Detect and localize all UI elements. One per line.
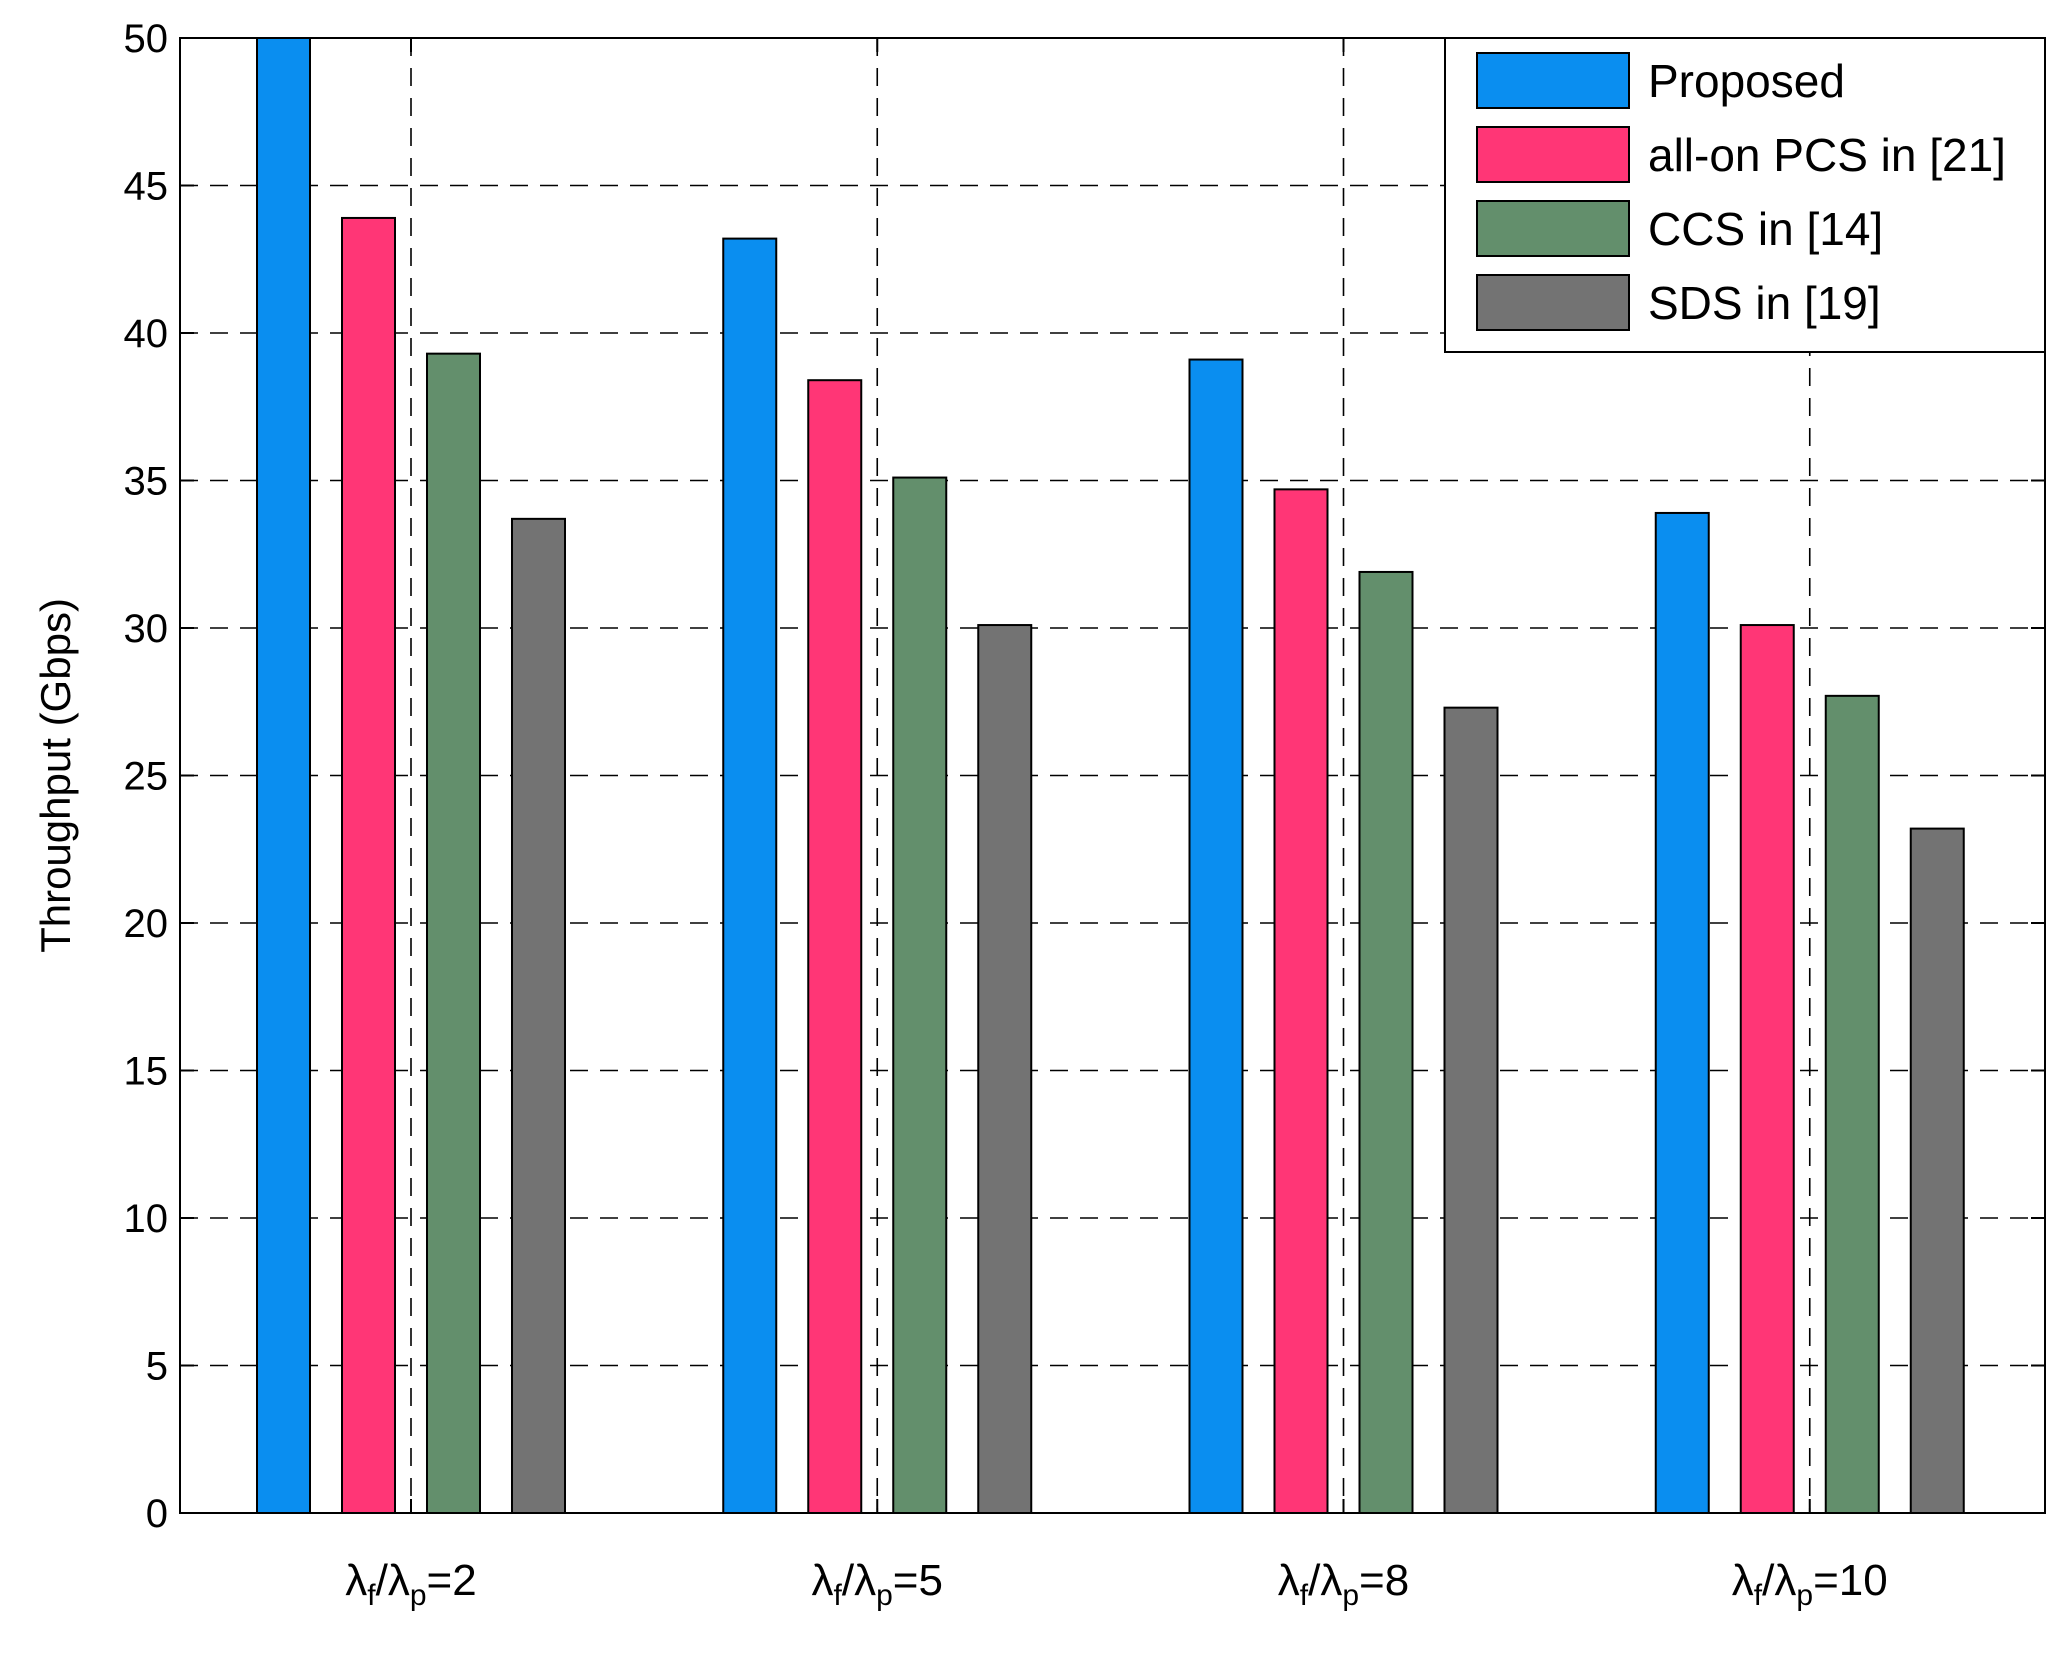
x-category-label-lead: λ <box>345 1556 367 1605</box>
y-tick-label: 15 <box>124 1050 169 1094</box>
legend-label: CCS in [14] <box>1648 203 1883 255</box>
x-category-label-sub1: f <box>1754 1579 1763 1612</box>
legend: Proposed all-on PCS in [21] CCS in [14] SDS… <box>1444 37 2046 353</box>
x-category-label-sub1: f <box>1300 1579 1309 1612</box>
y-tick-label: 50 <box>124 17 169 61</box>
bar-ccs-in-14--3 <box>1824 694 1880 1514</box>
x-category-label-sub2: p <box>876 1579 893 1612</box>
legend-swatch <box>1476 52 1630 109</box>
x-category-label-tail: =2 <box>427 1556 477 1605</box>
x-category-label-mid: /λ <box>376 1556 410 1605</box>
x-category-label: λf/λp=2 <box>345 1556 476 1612</box>
x-category-label: λf/λp=5 <box>812 1556 943 1612</box>
x-category-label-lead: λ <box>812 1556 834 1605</box>
bar-proposed-3 <box>1654 511 1710 1514</box>
legend-swatch <box>1476 274 1630 331</box>
bar-all-on-pcs-in-21--3 <box>1739 624 1795 1514</box>
bar-all-on-pcs-in-21--0 <box>341 216 396 1515</box>
x-category-label-sub2: p <box>1342 1579 1359 1612</box>
y-tick-label: 20 <box>124 902 169 946</box>
x-category-label-tail: =8 <box>1359 1556 1409 1605</box>
x-category-label: λf/λp=10 <box>1732 1556 1888 1612</box>
bar-ccs-in-14--1 <box>892 476 948 1514</box>
bar-sds-in-19--1 <box>977 624 1033 1514</box>
legend-swatch <box>1476 126 1630 183</box>
x-category-label-sub1: f <box>834 1579 843 1612</box>
bars <box>256 37 1965 1515</box>
x-category-label-tail: =10 <box>1813 1556 1888 1605</box>
x-category-label-sub2: p <box>1796 1579 1813 1612</box>
y-tick-label: 10 <box>124 1197 169 1241</box>
bar-sds-in-19--3 <box>1909 827 1965 1514</box>
y-tick-label: 25 <box>124 755 169 799</box>
y-tick-label: 0 <box>146 1492 168 1536</box>
bar-sds-in-19--2 <box>1443 706 1499 1514</box>
x-axis-category-labels: λf/λp=2 λf/λp=5 λf/λp=8 λf/λp=10 <box>345 1556 1887 1612</box>
x-category-label-lead: λ <box>1732 1556 1754 1605</box>
x-category-label-tail: =5 <box>893 1556 943 1605</box>
x-category-label-sub2: p <box>410 1579 427 1612</box>
y-tick-label: 5 <box>146 1345 168 1389</box>
bar-sds-in-19--0 <box>511 517 566 1514</box>
legend-swatch <box>1476 200 1630 257</box>
bar-all-on-pcs-in-21--2 <box>1273 488 1329 1515</box>
y-tick-label: 45 <box>124 165 169 209</box>
x-category-label-mid: /λ <box>842 1556 876 1605</box>
x-category-label-mid: /λ <box>1308 1556 1342 1605</box>
y-axis-label: Throughput (Gbps) <box>32 598 79 953</box>
legend-label: SDS in [19] <box>1648 277 1881 329</box>
legend-label: all-on PCS in [21] <box>1648 129 2006 181</box>
y-tick-label: 35 <box>124 460 169 504</box>
y-tick-label: 40 <box>124 312 169 356</box>
bar-proposed-2 <box>1188 358 1244 1514</box>
legend-label: Proposed <box>1648 55 1845 107</box>
y-axis-ticks: 0 5 10 15 20 25 30 35 40 45 50 <box>124 17 2045 1536</box>
x-category-label-mid: /λ <box>1762 1556 1796 1605</box>
x-category-label: λf/λp=8 <box>1278 1556 1409 1612</box>
y-tick-label: 30 <box>124 607 169 651</box>
bar-all-on-pcs-in-21--1 <box>807 379 863 1515</box>
bar-ccs-in-14--2 <box>1358 570 1414 1514</box>
bar-proposed-0 <box>256 37 311 1514</box>
bar-ccs-in-14--0 <box>426 352 481 1514</box>
x-category-label-lead: λ <box>1278 1556 1300 1605</box>
x-category-label-sub1: f <box>367 1579 376 1612</box>
bar-proposed-1 <box>722 237 778 1515</box>
